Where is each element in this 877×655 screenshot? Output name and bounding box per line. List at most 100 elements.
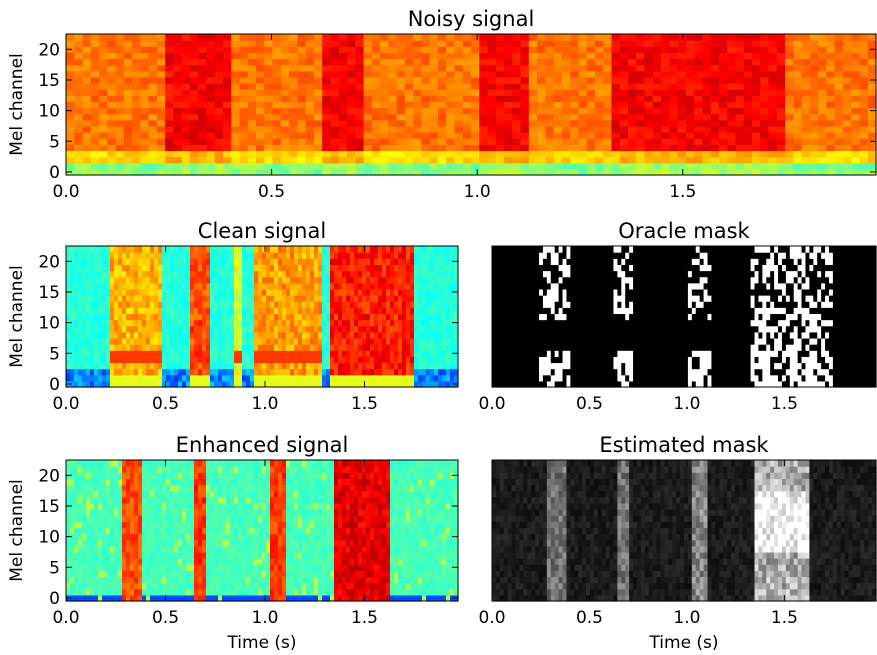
heatmap-cell [107,40,117,47]
heatmap-cell [326,344,331,351]
heatmap-cell [479,70,489,78]
heatmap-cell [454,150,464,158]
heatmap-cell [438,319,443,327]
heatmap-cell [99,34,108,41]
heatmap-cell [174,362,179,370]
heatmap-cell [471,64,480,72]
heatmap-cell [338,40,348,47]
heatmap-cell [422,246,427,253]
heatmap-cell [318,264,323,272]
heatmap-cell [280,125,290,133]
heatmap-cell [743,156,753,164]
heatmap-cell [140,168,150,176]
heatmap-cell [148,113,158,121]
heatmap-cell [537,150,546,158]
heatmap-cell [362,325,367,333]
heatmap-cell [718,64,728,72]
heatmap-cell [118,313,123,321]
heatmap-cell [362,258,367,265]
heatmap-cell [652,70,662,78]
heatmap-cell [386,288,391,296]
heatmap-cell [499,344,505,351]
heatmap-cell [652,162,662,170]
heatmap-cell [454,168,464,176]
heatmap-cell [520,83,530,90]
heatmap-cell [94,368,99,376]
heatmap-cell [122,258,127,265]
heatmap-cell [434,246,439,253]
heatmap-cell [86,325,91,333]
heatmap-cell [214,138,224,145]
heatmap-cell [322,319,327,327]
heatmap-cell [322,150,332,158]
heatmap-cell [619,52,629,60]
heatmap-cell [174,344,179,351]
heatmap-cell [527,270,532,278]
heatmap-cell [578,95,588,103]
heatmap-cell [380,83,389,90]
heatmap-cell [851,95,861,103]
heatmap-cell [727,95,737,103]
heatmap-cell [537,144,546,152]
heatmap-cell [318,313,323,321]
heatmap-cell [471,70,480,78]
heatmap-cell [426,350,431,357]
heatmap-cell [338,276,343,284]
heatmap-cell [94,337,99,345]
heatmap-cell [702,34,712,41]
heatmap-cell [842,144,852,152]
heatmap-cell [106,362,111,370]
heatmap-cell [735,113,745,121]
heatmap-cell [270,252,275,259]
heatmap-cell [313,89,323,96]
heatmap-cell [396,107,406,115]
heatmap-cell [189,132,199,139]
heatmap-cell [206,331,211,339]
heatmap-cell [202,258,207,265]
heatmap-cell [404,156,414,164]
heatmap-cell [290,288,295,296]
heatmap-cell [542,252,548,259]
heatmap-cell [694,95,704,103]
heatmap-cell [396,144,406,152]
heatmap-cell [346,252,351,259]
heatmap-cell [644,83,654,90]
heatmap-cell [394,380,399,388]
heatmap-cell [793,58,803,66]
heatmap-cell [280,64,290,72]
heatmap-cell [504,52,513,60]
heatmap-cell [487,64,497,72]
heatmap-cell [178,350,183,357]
heatmap-cell [214,374,219,382]
heatmap-cell [801,76,811,84]
heatmap-cell [174,264,179,272]
heatmap-cell [126,270,131,278]
heatmap-cell [735,162,745,170]
heatmap-cell [322,83,332,90]
heatmap-cell [561,89,571,96]
heatmap-cell [107,52,117,60]
heatmap-cell [102,252,107,259]
heatmap-cell [222,356,227,364]
heatmap-cell [347,113,356,121]
heatmap-cell [446,168,456,176]
heatmap-cell [134,356,139,364]
heatmap-cell [162,356,167,364]
heatmap-cell [386,356,391,364]
heatmap-cell [223,113,232,121]
heatmap-cell [487,107,497,115]
heatmap-cell [322,301,327,308]
heatmap-cell [358,295,363,302]
heatmap-cell [70,301,75,308]
heatmap-cell [238,362,243,370]
heatmap-cell [90,288,95,296]
heatmap-cell [413,83,423,90]
heatmap-cell [519,282,524,290]
heatmap-cell [363,162,373,170]
heatmap-cell [553,113,563,121]
heatmap-cell [146,270,151,278]
heatmap-cell [520,132,530,139]
heatmap-cell [442,295,447,302]
heatmap-cell [302,380,307,388]
heatmap-cell [206,52,216,60]
